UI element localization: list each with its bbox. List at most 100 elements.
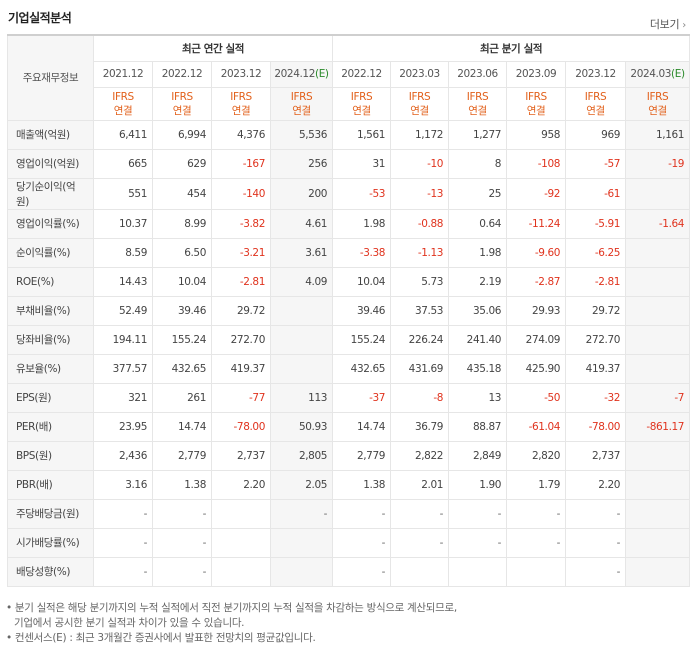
table-cell: -61	[565, 177, 627, 210]
table-cell: 5,536	[269, 119, 334, 150]
table-cell: 1,561	[332, 119, 392, 150]
table-cell: -	[390, 527, 450, 558]
table-cell: -	[332, 527, 392, 558]
basis-standard: IFRS	[408, 90, 431, 103]
table-cell: -	[332, 498, 392, 529]
basis-scope: 연결	[468, 104, 487, 117]
table-cell: 5.73	[390, 266, 450, 297]
table-cell: -	[332, 556, 392, 587]
table-cell: 3.16	[93, 469, 153, 500]
basis-scope: 연결	[526, 104, 546, 117]
table-row: 배당성향(%) - - - -	[7, 556, 691, 587]
table-cell	[269, 556, 334, 587]
table-cell: 419.37	[565, 353, 627, 384]
table-cell: 4,376	[211, 119, 271, 150]
table-cell: -	[565, 527, 627, 558]
financial-table: 주요재무정보 최근 연간 실적 최근 분기 실적 2021.12 2022.12 2023…	[7, 34, 691, 587]
row-label: 유보율(%)	[7, 353, 94, 384]
more-link[interactable]: 더보기 ›	[650, 16, 686, 32]
footnote-consensus: • 컨센서스(E) : 최근 3개월간 증권사에서 발표한 전망치의 평균값입니…	[6, 632, 316, 644]
table-cell: 31	[332, 148, 392, 179]
table-cell: -	[506, 498, 567, 529]
table-cell	[625, 527, 691, 558]
table-cell: -2.87	[506, 266, 567, 297]
table-cell: 23.95	[93, 411, 153, 442]
table-cell: 13	[448, 382, 508, 413]
table-cell: 8.99	[152, 208, 212, 239]
table-cell: 1.38	[332, 469, 392, 500]
table-cell: -3.21	[211, 237, 271, 268]
table-cell: 958	[506, 119, 567, 150]
table-cell: 37.53	[390, 295, 450, 326]
table-cell: 2,737	[211, 440, 271, 471]
table-cell	[625, 295, 691, 326]
table-cell: -	[93, 527, 153, 558]
basis-scope: 연결	[586, 104, 605, 117]
table-cell: -	[269, 498, 334, 529]
table-cell: 1.38	[152, 469, 212, 500]
table-cell: -167	[211, 148, 271, 179]
table-cell: -	[565, 556, 627, 587]
table-cell	[625, 498, 691, 529]
basis-header: IFRS 연결	[269, 86, 334, 121]
basis-standard: IFRS	[466, 90, 489, 103]
table-cell: -78.00	[211, 411, 271, 442]
basis-scope: 연결	[172, 104, 192, 117]
table-cell: -1.64	[625, 208, 691, 239]
table-cell: 194.11	[93, 324, 153, 355]
table-cell: 435.18	[448, 353, 508, 384]
table-cell: -57	[565, 148, 627, 179]
table-cell	[625, 177, 691, 210]
row-label: 영업이익(억원)	[7, 148, 94, 179]
period-header: 2023.06	[448, 60, 508, 88]
table-cell: 8	[448, 148, 508, 179]
basis-header: IFRS 연결	[93, 86, 153, 121]
quarter-group-header: 최근 분기 실적	[332, 34, 691, 62]
table-cell: -0.88	[390, 208, 450, 239]
estimate-period: 2024.03	[630, 68, 672, 80]
table-cell: 4.61	[269, 208, 334, 239]
table-cell	[211, 498, 271, 529]
basis-scope: 연결	[292, 104, 311, 117]
table-cell: 6.50	[152, 237, 212, 268]
table-cell: 29.93	[506, 295, 567, 326]
table-row: PER(배) 23.95 14.74 -78.00 50.93 14.74 36.79 88.…	[7, 411, 691, 442]
table-cell: 1.79	[506, 469, 567, 500]
basis-header: IFRS 연결	[152, 86, 212, 121]
basis-header: IFRS 연결	[332, 86, 392, 121]
more-label[interactable]: 더보기	[649, 18, 680, 31]
table-cell: 14.43	[93, 266, 153, 297]
row-label: ROE(%)	[7, 266, 94, 297]
estimate-period-header: 2024.03(E)	[625, 60, 691, 88]
table-cell: -5.91	[565, 208, 627, 239]
table-cell: -	[152, 527, 212, 558]
estimate-period: 2024.12	[274, 68, 315, 80]
table-cell	[506, 556, 567, 587]
table-cell	[269, 527, 334, 558]
table-cell: 321	[93, 382, 153, 413]
row-label: 부채비율(%)	[7, 295, 94, 326]
table-cell	[269, 353, 334, 384]
table-cell: 432.65	[332, 353, 392, 384]
basis-header: IFRS 연결	[625, 86, 691, 121]
table-cell: 2,820	[506, 440, 567, 471]
table-cell: 29.72	[211, 295, 271, 326]
table-cell: 200	[269, 177, 334, 210]
table-cell: 2.01	[390, 469, 450, 500]
row-label: 시가배당률(%)	[7, 527, 94, 558]
table-row: 유보율(%) 377.57 432.65 419.37 432.65 431.69 435.…	[7, 353, 691, 384]
period-header: 2022.12	[152, 60, 212, 88]
chevron-right-icon: ›	[682, 20, 686, 31]
table-cell: -9.60	[506, 237, 567, 268]
table-cell: 2,737	[565, 440, 627, 471]
table-cell: 432.65	[152, 353, 212, 384]
table-cell: 272.70	[565, 324, 627, 355]
table-cell: -19	[625, 148, 691, 179]
table-cell	[625, 556, 691, 587]
row-label: 영업이익률(%)	[7, 208, 94, 239]
annual-group-header: 최근 연간 실적	[92, 34, 334, 62]
table-row: 시가배당률(%) - - - - - - -	[7, 527, 691, 558]
table-cell: -108	[506, 148, 567, 179]
header-period-row: 2021.12 2022.12 2023.12 2024.12(E) 2022.12 20…	[8, 60, 691, 88]
table-cell	[625, 324, 691, 355]
